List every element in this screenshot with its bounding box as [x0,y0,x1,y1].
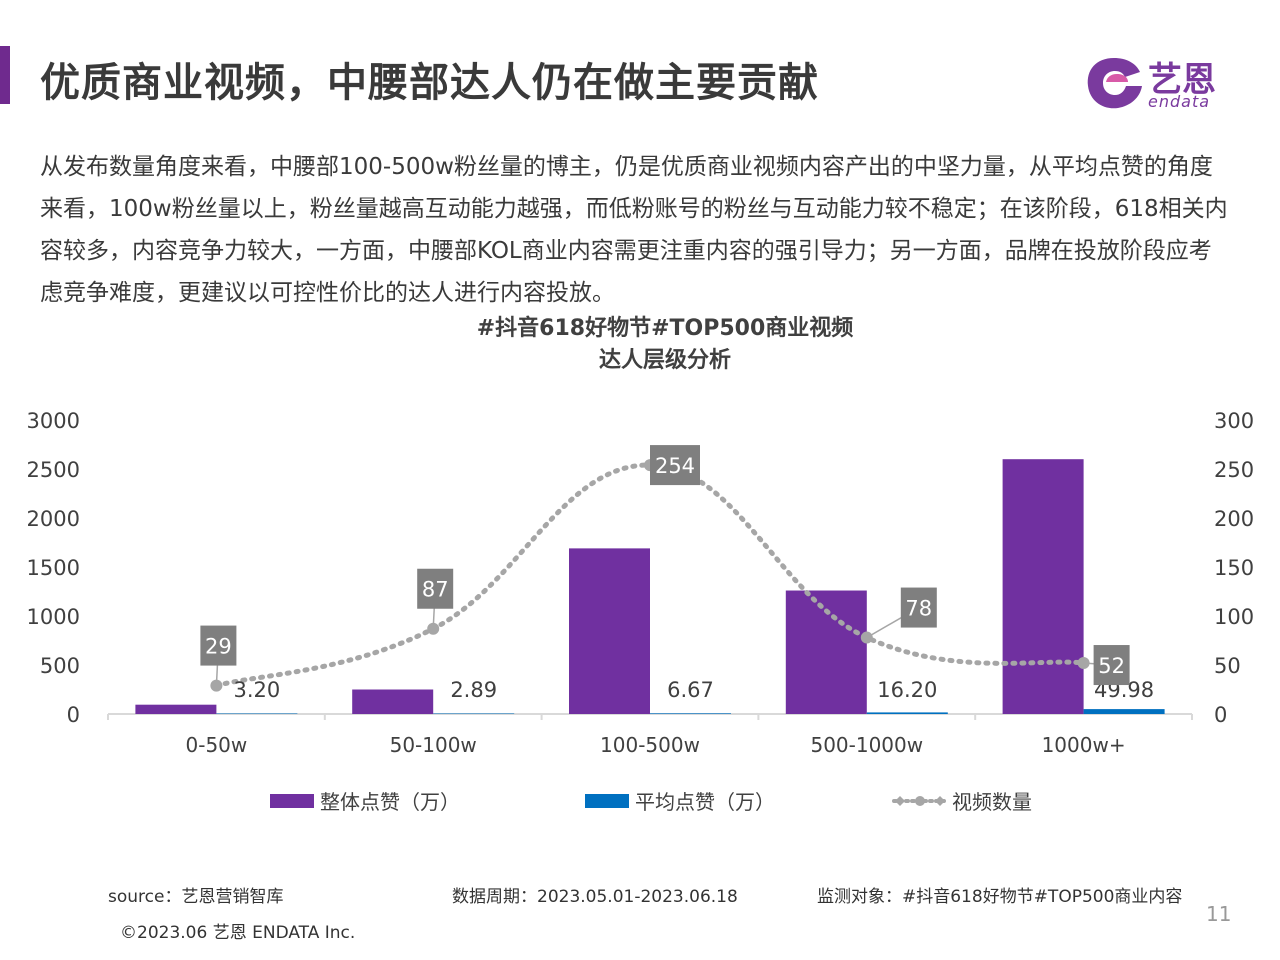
data-label-box-video-count [1093,645,1130,686]
left-axis-tick-label: 1500 [27,556,80,580]
logo-english-text: endata [1148,92,1211,111]
left-axis-tick-label: 500 [40,654,80,678]
x-axis-category-label: 100-500w [600,733,700,757]
data-label-box-video-count [650,445,700,486]
bar-avg-likes [433,713,515,714]
data-label-avg-likes: 2.89 [450,678,497,702]
bar-avg-likes [1083,709,1165,714]
data-label-video-count: 78 [905,597,932,621]
brand-logo: 艺恩 endata [1082,52,1242,114]
left-axis-tick-label: 2000 [27,507,80,531]
x-axis-category-label: 50-100w [390,733,477,757]
x-axis-category-label: 1000w+ [1042,733,1126,757]
left-axis-tick-label: 0 [67,703,80,727]
bar-total-likes [569,548,650,714]
logo-chinese-text: 艺恩 [1148,60,1216,100]
footer-monitor-target: 监测对象：#抖音618好物节#TOP500商业内容 [817,887,1183,907]
left-axis-tick-label: 2500 [27,458,80,482]
legend-item-total-likes: 整体点赞（万） [270,786,460,815]
legend-label-video-count: 视频数量 [952,790,1032,814]
footer-source: source：艺恩营销智库 [108,887,284,907]
footer-data-period: 数据周期：2023.05.01-2023.06.18 [452,887,738,907]
bar-avg-likes [650,713,731,714]
legend-item-avg-likes: 平均点赞（万） [585,786,775,815]
x-axis-category-label: 500-1000w [810,733,923,757]
right-axis-tick-label: 300 [1214,409,1254,433]
data-label-video-count: 87 [422,578,449,602]
left-axis-tick-label: 3000 [27,409,80,433]
bar-avg-likes [866,712,948,714]
data-label-box-video-count [200,625,237,666]
footer-copyright: ©2023.06 艺恩 ENDATA Inc. [120,923,356,943]
page-title: 优质商业视频，中腰部达人仍在做主要贡献 [40,60,819,106]
data-label-box-video-count [900,587,937,628]
legend-swatch-video-count [892,795,948,806]
right-axis-tick-label: 200 [1214,507,1254,531]
bar-avg-likes [216,713,298,714]
data-label-avg-likes: 16.20 [877,678,937,702]
chart-title: #抖音618好物节#TOP500商业视频 达人层级分析 [440,313,890,377]
bar-total-likes [352,689,434,714]
data-label-avg-likes: 3.20 [234,678,281,702]
right-axis-tick-label: 100 [1214,605,1254,629]
right-axis-tick-label: 150 [1214,556,1254,580]
right-axis-tick-label: 250 [1214,458,1254,482]
data-label-video-count: 254 [655,454,695,478]
right-axis-tick-label: 50 [1214,654,1241,678]
title-accent-bar [0,46,10,104]
description-paragraph: 从发布数量角度来看，中腰部100-500w粉丝量的博主，仍是优质商业视频内容产出… [40,154,1228,306]
legend-item-video-count: 视频数量 [892,786,1032,815]
data-label-box-video-count [417,568,454,609]
data-label-video-count: 52 [1098,654,1125,678]
chart-legend: 整体点赞（万） 平均点赞（万） 视频数量 [0,786,1280,816]
x-axis-category-label: 0-50w [186,733,248,757]
legend-swatch-avg-likes [585,793,629,808]
legend-swatch-total-likes [270,793,314,808]
bar-total-likes [1002,459,1084,714]
data-label-avg-likes: 6.67 [667,678,714,702]
chart-title-line2: 达人层级分析 [598,348,731,373]
chart-title-line1: #抖音618好物节#TOP500商业视频 [476,316,854,341]
endata-logo-icon [1087,58,1142,109]
left-axis-tick-label: 1000 [27,605,80,629]
bar-total-likes [135,704,217,714]
right-axis-tick-label: 0 [1214,703,1227,727]
legend-label-total-likes: 整体点赞（万） [320,790,460,814]
page-number: 11 [1206,902,1232,926]
data-label-video-count: 29 [205,635,232,659]
legend-label-avg-likes: 平均点赞（万） [635,790,775,814]
